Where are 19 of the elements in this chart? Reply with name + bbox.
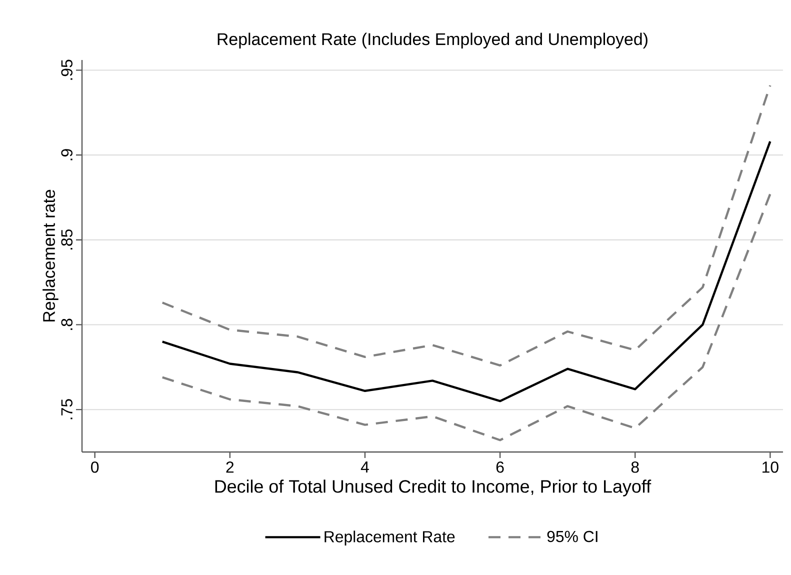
- x-tick-label: 10: [762, 462, 778, 473]
- x-tick-label: 2: [226, 462, 234, 473]
- y-tick-label: .8: [61, 318, 72, 330]
- legend-label: Replacement Rate: [324, 530, 455, 546]
- chart-title: Replacement Rate (Includes Employed and Unemployed): [218, 32, 648, 48]
- x-axis-title: Decile of Total Unused Credit to Income, Prior to Layoff: [215, 480, 652, 496]
- y-tick-label: .85: [61, 229, 72, 250]
- x-tick-label: 6: [496, 462, 504, 473]
- line-series: [161, 140, 772, 402]
- line-series: [161, 84, 772, 367]
- line-series: [161, 192, 772, 442]
- y-tick-label: .75: [61, 399, 72, 420]
- legend-label: 95% CI: [547, 530, 598, 542]
- x-tick-label: 8: [631, 462, 639, 473]
- x-tick-label: 4: [360, 462, 369, 472]
- y-tick-label: .9: [61, 149, 72, 160]
- x-tick-label: 0: [91, 462, 99, 473]
- y-axis-title: Replacement rate: [42, 190, 58, 322]
- y-tick-label: .95: [61, 60, 72, 80]
